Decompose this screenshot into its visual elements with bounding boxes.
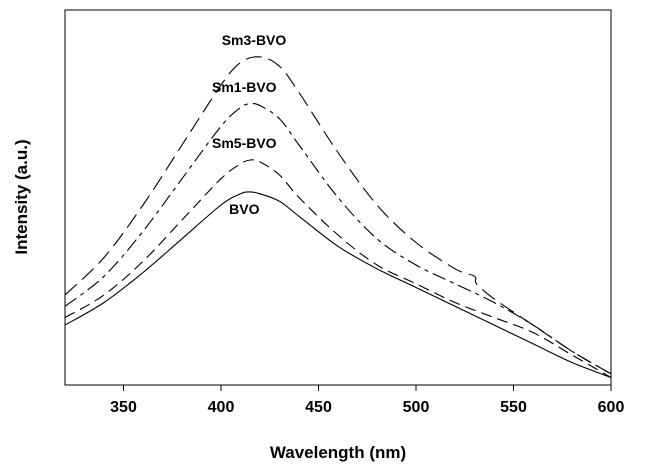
series-label-sm3-bvo: Sm3-BVO <box>222 32 287 48</box>
y-axis-title: Intensity (a.u.) <box>12 139 31 254</box>
series-line-sm1-bvo <box>64 102 612 375</box>
series-line-sm5-bvo <box>64 159 612 378</box>
x-tick-label: 600 <box>598 399 625 416</box>
series-label-bvo: BVO <box>229 201 259 217</box>
series-layer <box>64 56 612 379</box>
x-tick-label: 400 <box>208 399 235 416</box>
series-line-bvo <box>64 191 612 379</box>
plot-frame <box>64 9 612 386</box>
series-label-layer: Sm3-BVO Sm1-BVO Sm5-BVO BVO <box>212 32 286 217</box>
x-tick-label: 450 <box>305 399 332 416</box>
series-line-sm3-bvo <box>64 56 612 375</box>
series-label-sm5-bvo: Sm5-BVO <box>212 135 277 151</box>
x-tick-label: 350 <box>110 399 137 416</box>
x-axis-title: Wavelength (nm) <box>270 443 406 462</box>
x-tick-label: 550 <box>500 399 527 416</box>
series-label-sm1-bvo: Sm1-BVO <box>212 79 277 95</box>
ticks-layer: 350 400 450 500 550 600 <box>110 385 624 416</box>
x-tick-label: 500 <box>403 399 430 416</box>
